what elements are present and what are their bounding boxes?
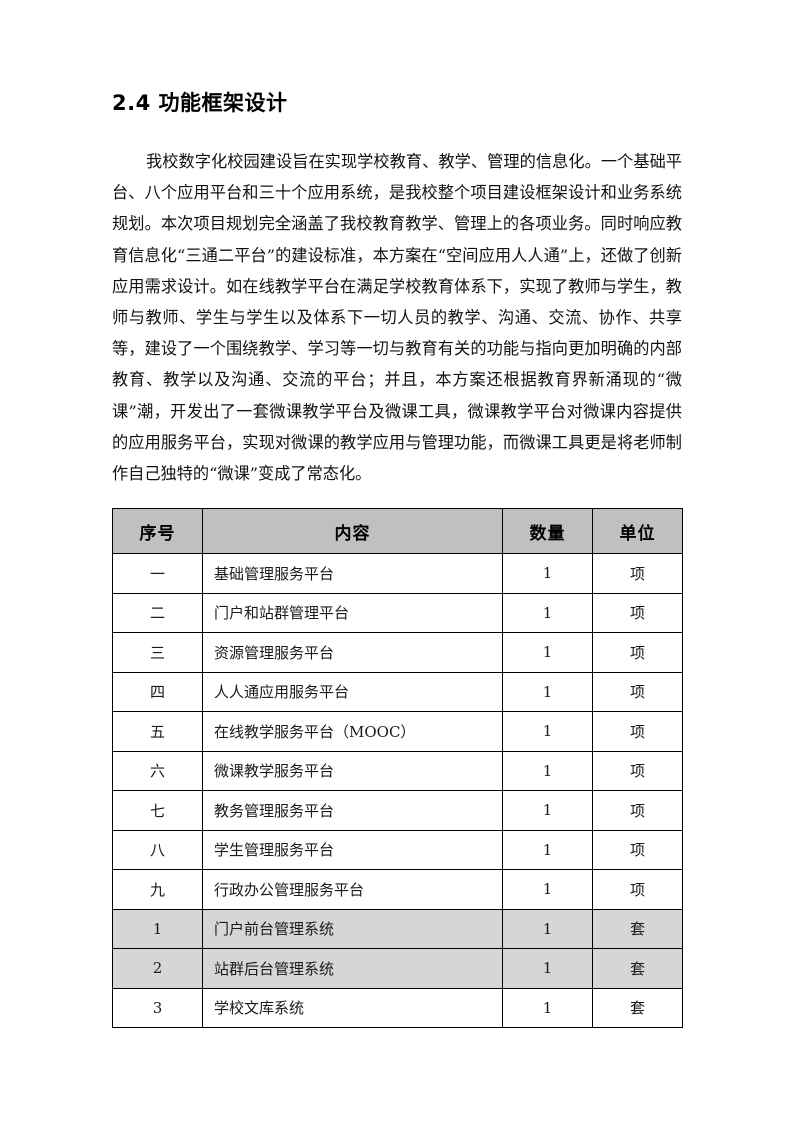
table-header: 序号 内容 数量 单位 [112, 508, 683, 555]
cell-content-name: 基础管理服务平台 [202, 553, 503, 594]
heading-paragraph-gap [112, 120, 682, 146]
table-row: 七教务管理服务平台 1 项 [112, 790, 683, 831]
cell-content-name: 微课教学服务平台 [202, 750, 503, 792]
cell-sequence-number: 七 [112, 790, 203, 831]
cell-quantity: 1 [502, 829, 593, 871]
cell-unit: 项 [592, 671, 683, 713]
cell-quantity: 1 [502, 948, 593, 989]
cell-unit: 项 [592, 592, 683, 634]
cell-unit: 项 [592, 711, 683, 752]
column-header-unit: 单位 [592, 508, 683, 555]
cell-unit: 套 [592, 908, 683, 950]
cell-quantity: 1 [502, 711, 593, 752]
cell-sequence-number: 1 [112, 908, 203, 950]
column-header-no: 序号 [112, 508, 203, 555]
cell-quantity: 1 [502, 592, 593, 634]
cell-sequence-number: 3 [112, 987, 203, 1029]
page-title: 2.4 功能框架设计 [112, 91, 288, 115]
cell-sequence-number: 四 [112, 671, 203, 713]
cell-quantity: 1 [502, 987, 593, 1029]
cell-sequence-number: 九 [112, 869, 203, 910]
cell-unit: 套 [592, 987, 683, 1029]
cell-quantity: 1 [502, 750, 593, 792]
cell-content-name: 学校文库系统 [202, 987, 503, 1029]
table-row: 五在线教学服务平台（MOOC） 1 项 [112, 711, 683, 752]
table-row: 3 学校文库系统 1 套 [112, 987, 683, 1029]
cell-quantity: 1 [502, 671, 593, 713]
table-header-row: 序号 内容 数量 单位 [112, 508, 683, 555]
table-row: 九行政办公管理服务平台 1 项 [112, 869, 683, 910]
cell-quantity: 1 [502, 790, 593, 831]
column-header-name: 内容 [202, 508, 503, 555]
cell-content-name: 站群后台管理系统 [202, 948, 503, 989]
cell-content-name: 行政办公管理服务平台 [202, 869, 503, 910]
cell-unit: 项 [592, 750, 683, 792]
cell-content-name: 在线教学服务平台（MOOC） [202, 711, 503, 752]
cell-sequence-number: 三 [112, 632, 203, 673]
table-row: 六微课教学服务平台 1 项 [112, 750, 683, 792]
cell-content-name: 资源管理服务平台 [202, 632, 503, 673]
table-row: 2 站群后台管理系统 1 套 [112, 948, 683, 989]
cell-sequence-number: 八 [112, 829, 203, 871]
cell-content-name: 学生管理服务平台 [202, 829, 503, 871]
cell-sequence-number: 二 [112, 592, 203, 634]
cell-sequence-number: 2 [112, 948, 203, 989]
table-row: 三资源管理服务平台 1 项 [112, 632, 683, 673]
cell-quantity: 1 [502, 908, 593, 950]
cell-quantity: 1 [502, 632, 593, 673]
cell-content-name: 人人通应用服务平台 [202, 671, 503, 713]
paragraph-table-gap [112, 489, 682, 508]
table-row: 1 门户前台管理系统 1 套 [112, 908, 683, 950]
cell-quantity: 1 [502, 869, 593, 910]
body-paragraph: 我校数字化校园建设旨在实现学校教育、教学、管理的信息化。一个基础平台、八个应用平… [112, 152, 682, 484]
table-row: 二门户和站群管理平台 1 项 [112, 592, 683, 634]
table-row: 四人人通应用服务平台 1 项 [112, 671, 683, 713]
cell-quantity: 1 [502, 553, 593, 594]
table-row: 八学生管理服务平台 1 项 [112, 829, 683, 871]
cell-sequence-number: 六 [112, 750, 203, 792]
cell-unit: 套 [592, 948, 683, 989]
platform-spec-table: 序号 内容 数量 单位 一基础管理服务平台 1 项二门户和站群管理平台 1 项三资源管理… [112, 508, 683, 1029]
cell-content-name: 门户前台管理系统 [202, 908, 503, 950]
cell-content-name: 门户和站群管理平台 [202, 592, 503, 634]
cell-unit: 项 [592, 790, 683, 831]
cell-unit: 项 [592, 632, 683, 673]
cell-sequence-number: 五 [112, 711, 203, 752]
cell-unit: 项 [592, 829, 683, 871]
page-content: 2.4 功能框架设计 我校数字化校园建设旨在实现学校教育、教学、管理的信息化。一… [112, 86, 683, 1029]
cell-unit: 项 [592, 869, 683, 910]
cell-content-name: 教务管理服务平台 [202, 790, 503, 831]
cell-unit: 项 [592, 553, 683, 594]
table-body: 一基础管理服务平台 1 项二门户和站群管理平台 1 项三资源管理服务平台 1 项四人人通应用… [112, 553, 683, 1029]
cell-sequence-number: 一 [112, 553, 203, 594]
column-header-qty: 数量 [502, 508, 593, 555]
table-row: 一基础管理服务平台 1 项 [112, 553, 683, 594]
